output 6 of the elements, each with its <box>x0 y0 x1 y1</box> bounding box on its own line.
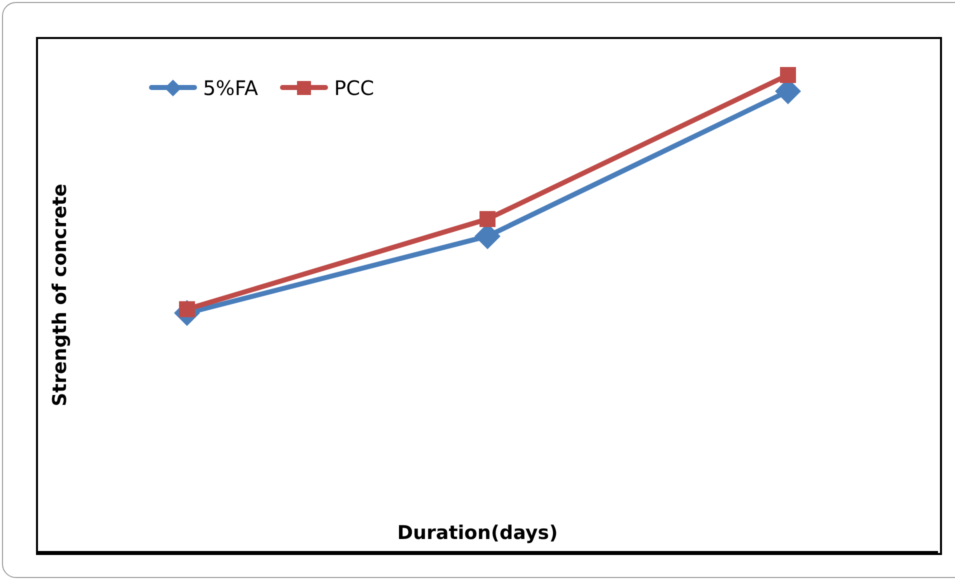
legend-label: 5%FA <box>203 76 258 100</box>
point <box>780 67 796 83</box>
x-axis-title: Duration(days) <box>396 522 559 544</box>
legend-label: PCC <box>334 76 374 100</box>
point <box>480 211 496 228</box>
y-axis-title: Strength of concrete <box>49 184 71 406</box>
